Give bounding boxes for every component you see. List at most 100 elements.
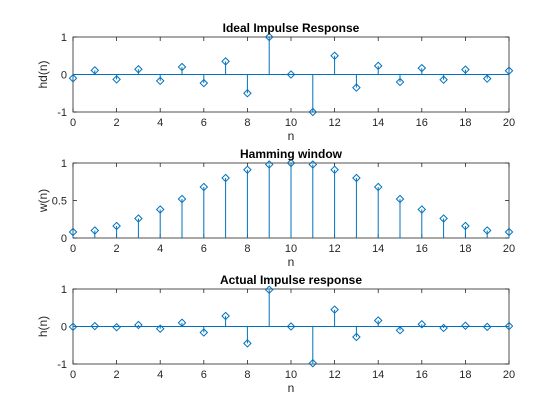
stem-marker — [417, 205, 427, 214]
stem-marker — [112, 221, 121, 231]
y-tick-label: 1 — [61, 158, 67, 170]
stem-marker — [439, 323, 448, 333]
y-tick-label: -1 — [57, 107, 67, 119]
chart-title: Ideal Impulse Response — [223, 21, 360, 35]
x-tick-label: 4 — [157, 117, 163, 129]
x-tick-label: 8 — [244, 243, 250, 255]
stem-marker — [482, 226, 492, 235]
stem-marker — [286, 322, 296, 331]
x-axis-label: n — [288, 129, 295, 143]
chart-title: Actual Impulse response — [220, 273, 362, 287]
stem-marker — [90, 226, 100, 235]
stem-marker — [243, 339, 252, 348]
x-tick-label: 16 — [416, 369, 428, 381]
x-tick-label: 6 — [201, 117, 207, 129]
stem-marker — [352, 332, 361, 342]
x-tick-label: 12 — [328, 117, 340, 129]
x-tick-label: 4 — [157, 369, 163, 381]
stem-marker — [461, 321, 470, 331]
x-tick-label: 20 — [503, 243, 515, 255]
stem-marker — [330, 165, 339, 175]
stem-marker — [134, 64, 143, 74]
y-tick-label: 0 — [61, 70, 67, 82]
x-tick-label: 2 — [114, 117, 120, 129]
stem-marker — [68, 73, 78, 83]
x-tick-label: 4 — [157, 243, 163, 255]
stem-marker — [373, 316, 383, 325]
stem-marker — [134, 214, 143, 223]
stem-marker — [90, 66, 100, 75]
stem-marker — [308, 358, 318, 368]
y-axis-label: h(n) — [36, 316, 50, 337]
stem-marker — [504, 321, 514, 331]
stem-marker — [155, 205, 165, 214]
x-tick-label: 20 — [503, 369, 515, 381]
x-tick-label: 0 — [70, 243, 76, 255]
stem-marker — [395, 194, 405, 204]
stem-marker — [439, 75, 448, 85]
y-tick-label: -1 — [57, 359, 67, 371]
stem-marker — [199, 182, 209, 192]
stem-marker — [286, 158, 296, 168]
y-tick-label: 1 — [61, 284, 67, 296]
x-tick-label: 0 — [70, 369, 76, 381]
x-tick-label: 20 — [503, 117, 515, 129]
stem-marker — [155, 76, 165, 86]
stem-marker — [286, 70, 296, 79]
stem-marker — [352, 83, 361, 92]
x-tick-label: 0 — [70, 117, 76, 129]
x-tick-label: 8 — [244, 369, 250, 381]
x-tick-label: 10 — [285, 243, 297, 255]
stem-marker — [243, 165, 252, 175]
x-tick-label: 6 — [201, 369, 207, 381]
stem-marker — [352, 173, 361, 183]
stem-marker — [417, 63, 427, 73]
stem-marker — [68, 322, 78, 332]
y-axis-label: w(n) — [36, 189, 50, 213]
stem-marker — [177, 318, 187, 328]
stem-marker — [112, 322, 121, 332]
stem-marker — [221, 173, 230, 183]
stem-marker — [243, 88, 252, 98]
x-tick-label: 14 — [372, 369, 384, 381]
x-tick-label: 12 — [328, 369, 340, 381]
stem-marker — [221, 311, 230, 321]
stem-marker — [504, 66, 514, 76]
stem-marker — [199, 328, 209, 337]
x-tick-label: 8 — [244, 117, 250, 129]
x-tick-label: 2 — [114, 243, 120, 255]
x-tick-label: 18 — [459, 369, 471, 381]
y-tick-label: 0 — [61, 322, 67, 334]
stem-marker — [90, 321, 100, 331]
stem-marker — [134, 320, 143, 330]
y-tick-label: 0 — [61, 233, 67, 245]
x-tick-label: 12 — [328, 243, 340, 255]
x-tick-label: 14 — [372, 117, 384, 129]
x-tick-label: 6 — [201, 243, 207, 255]
stem-marker — [395, 77, 405, 87]
stem-marker — [68, 227, 78, 237]
stem-marker — [330, 305, 339, 314]
stem-marker — [330, 51, 339, 61]
x-tick-label: 16 — [416, 243, 428, 255]
x-tick-label: 14 — [372, 243, 384, 255]
stem-marker — [264, 32, 274, 42]
x-tick-label: 16 — [416, 117, 428, 129]
x-axis-label: n — [288, 381, 295, 395]
y-tick-label: 0.5 — [52, 196, 67, 208]
stem-marker — [461, 65, 470, 74]
stem-marker — [504, 227, 514, 237]
stem-marker — [177, 194, 187, 204]
x-tick-label: 18 — [459, 117, 471, 129]
stem-marker — [155, 324, 165, 334]
x-axis-label: n — [288, 255, 295, 269]
stem-marker — [461, 221, 470, 231]
stem-marker — [482, 322, 492, 332]
y-axis-label: hd(n) — [36, 60, 50, 88]
stem-marker — [417, 319, 427, 329]
chart-2: 0 2 4 6 8 10 12 14 16 18 20 0 0.5 1 Hamming window n w(n… — [36, 147, 515, 269]
stem-marker — [112, 75, 121, 84]
